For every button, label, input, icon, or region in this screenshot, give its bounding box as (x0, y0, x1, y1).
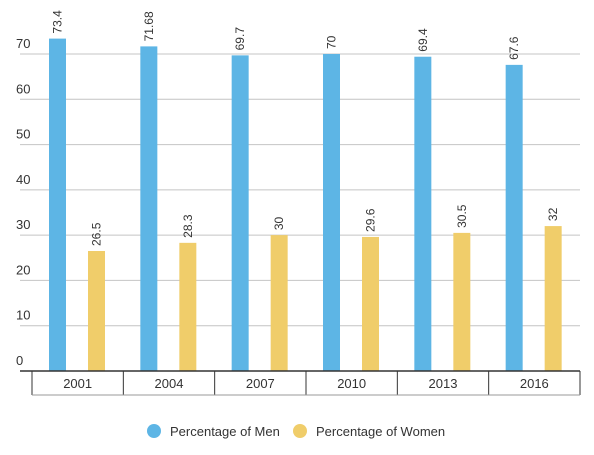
value-label-women: 30.5 (455, 204, 469, 228)
y-tick-label: 30 (16, 217, 30, 232)
y-tick-label: 40 (16, 172, 30, 187)
bar-women (88, 250, 105, 371)
bar-men (323, 54, 340, 371)
bars (49, 38, 562, 372)
bar-men (414, 56, 432, 372)
legend: Percentage of Men Percentage of Women (147, 424, 445, 439)
value-label-men: 69.4 (416, 28, 430, 52)
x-tick-label: 2004 (155, 376, 184, 391)
value-label-women: 29.6 (364, 208, 378, 232)
y-tick-label: 10 (16, 308, 30, 323)
x-tick-label: 2010 (337, 376, 366, 391)
bar-women (179, 242, 197, 371)
y-tick-label: 60 (16, 81, 30, 96)
x-tick-label: 2007 (246, 376, 275, 391)
value-label-men: 67.6 (507, 36, 521, 60)
gridlines: 0 10 20 30 40 50 60 70 (16, 36, 580, 368)
y-tick-label: 70 (16, 36, 30, 51)
x-tick-label: 2013 (429, 376, 458, 391)
y-tick-label: 50 (16, 127, 30, 142)
bar-men (49, 38, 66, 372)
legend-swatch-women (293, 424, 307, 438)
value-label-men: 70 (325, 35, 339, 49)
bar-men (140, 46, 158, 371)
legend-label-women: Percentage of Women (316, 424, 445, 439)
value-label-men: 71.68 (142, 11, 156, 41)
x-tick-label: 2016 (520, 376, 549, 391)
bar-women (453, 232, 471, 371)
bar-women (362, 236, 379, 371)
y-tick-label: 0 (16, 353, 23, 368)
bar-men (505, 64, 523, 372)
value-label-men: 69.7 (233, 27, 247, 51)
x-axis: 2001 2004 2007 2010 2013 2016 (20, 370, 581, 396)
value-label-women: 28.3 (181, 214, 195, 238)
value-label-women: 26.5 (90, 222, 104, 246)
value-labels: 73.4 71.68 69.7 70 69.4 67.6 26.5 28.3 30 29.6 30.… (51, 10, 561, 246)
value-label-men: 73.4 (51, 10, 65, 34)
legend-label-men: Percentage of Men (170, 424, 280, 439)
bar-women (270, 235, 288, 371)
x-tick-label: 2001 (63, 376, 92, 391)
legend-swatch-men (147, 424, 161, 438)
value-label-women: 32 (546, 207, 560, 221)
bar-women (544, 226, 562, 371)
value-label-women: 30 (272, 216, 286, 230)
y-tick-label: 20 (16, 262, 30, 277)
bar-men (231, 55, 249, 371)
